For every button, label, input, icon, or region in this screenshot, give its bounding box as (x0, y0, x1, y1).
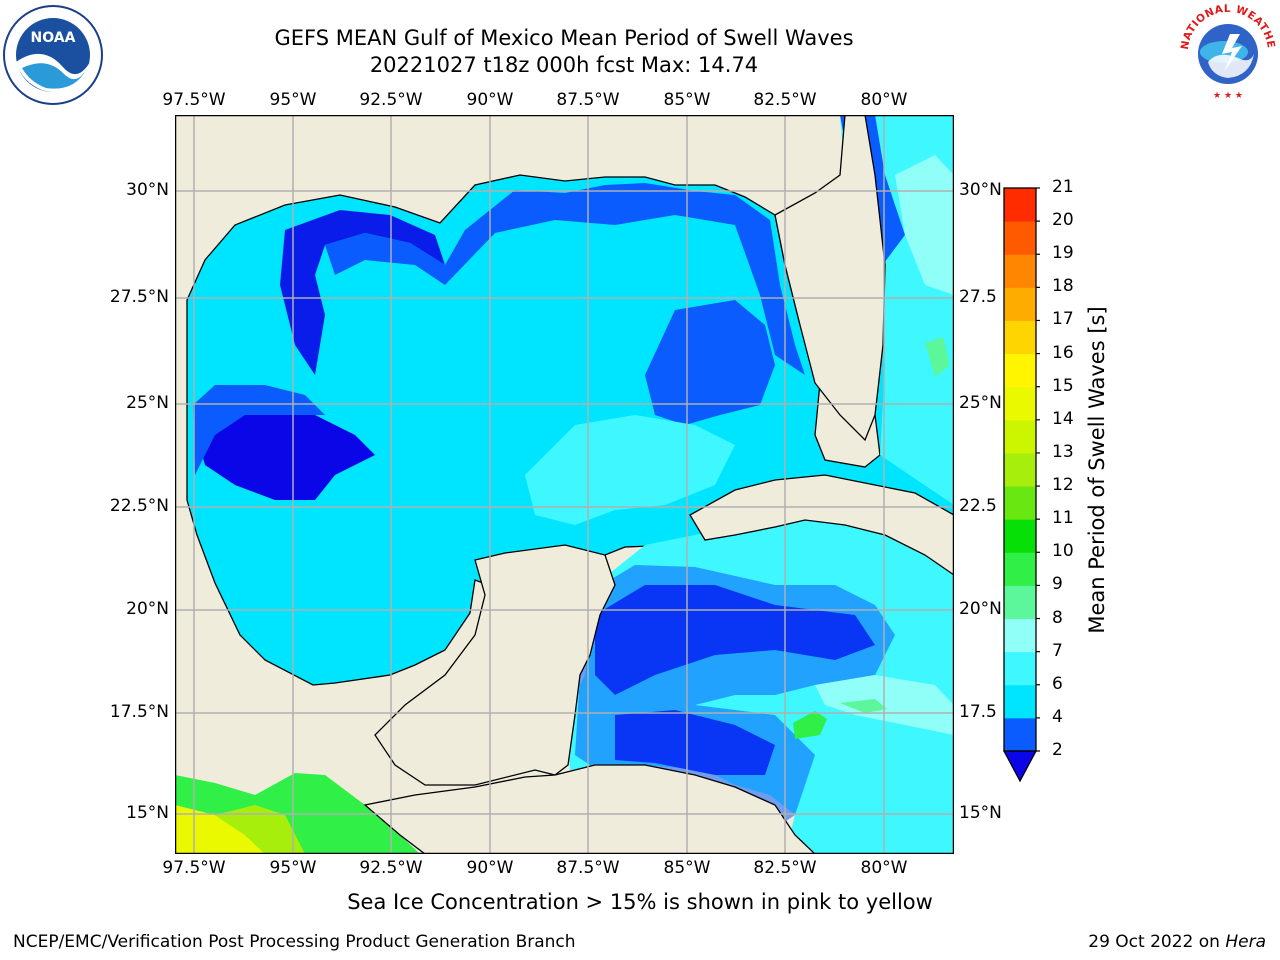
green-spot-carib (793, 711, 827, 739)
colorbar-tick-label: 10 (1052, 541, 1074, 562)
colorbar-segment (1004, 353, 1036, 388)
colorbar-segment (1004, 585, 1036, 620)
lat-label-left: 15°N (126, 803, 169, 823)
noaa-logo: NOAA (3, 5, 103, 105)
graticule (175, 115, 954, 854)
lon-label-bottom: 82.5°W (753, 858, 817, 878)
colorbar-segment (1004, 221, 1036, 255)
colorbar-tick-label: 11 (1052, 508, 1074, 529)
green-spot-carib-2 (840, 699, 887, 713)
footer-credit: NCEP/EMC/Verification Post Processing Pr… (13, 932, 576, 952)
colorbar-tick-label: 8 (1052, 607, 1063, 628)
colorbar-tick-label: 6 (1052, 673, 1063, 694)
mint-patch-atlantic (895, 155, 954, 295)
colorbar-segment (1004, 552, 1036, 586)
colorbar-segment (1004, 419, 1036, 454)
florida-land (774, 115, 886, 442)
colorbar-tick-label: 18 (1052, 276, 1074, 297)
colorbar-tick-label: 13 (1052, 441, 1074, 462)
lat-label-right: 30°N (959, 180, 1002, 200)
lat-label-left: 20°N (126, 599, 169, 619)
lon-label-bottom: 87.5°W (556, 858, 620, 878)
colorbar-tick-label: 15 (1052, 375, 1074, 396)
colorbar-frame (1003, 187, 1037, 752)
lat-label-right: 20°N (959, 599, 1002, 619)
chart-subtitle: 20221027 t18z 000h fcst Max: 14.74 (369, 53, 759, 77)
colorbar-tick-label: 2 (1052, 740, 1063, 760)
lon-label-top: 92.5°W (359, 90, 423, 110)
lon-label-top: 87.5°W (556, 90, 620, 110)
colorbar-segment (1004, 320, 1036, 355)
colorbar-tick-label: 16 (1052, 342, 1074, 363)
lon-label-top: 80°W (860, 90, 908, 110)
colorbar-segment (1004, 717, 1036, 752)
footer-date-text: 29 Oct 2022 on (1088, 932, 1226, 952)
lat-label-right: 25°N (959, 393, 1002, 413)
light-cyan-south (525, 415, 735, 525)
colorbar-segment (1004, 618, 1036, 653)
footer-date: 29 Oct 2022 on Hera (1088, 932, 1266, 952)
colorbar-tick-label: 4 (1052, 706, 1063, 727)
dark-band-west (195, 405, 375, 500)
lat-label-right: 27.5 (959, 287, 997, 307)
lon-label-top: 95°W (269, 90, 317, 110)
lat-label-left: 17.5°N (109, 702, 169, 722)
footer-host: Hera (1225, 932, 1266, 952)
green-spot-atlantic (925, 337, 950, 377)
map-frame (175, 115, 954, 854)
lat-label-right: 15°N (959, 803, 1002, 823)
colorbar-label: Mean Period of Swell Waves [s] (1085, 306, 1109, 634)
colorbar (1002, 187, 1040, 783)
colorbar-tick-label: 21 (1052, 177, 1074, 197)
colorbar-segment (1004, 519, 1036, 553)
colorbar-tick-label: 14 (1052, 408, 1074, 429)
lon-label-top: 85°W (663, 90, 711, 110)
lat-label-left: 27.5°N (109, 287, 169, 307)
lon-label-bottom: 92.5°W (359, 858, 423, 878)
colorbar-segment (1004, 287, 1036, 321)
pacific-lime (215, 805, 305, 854)
gulf-map (175, 115, 954, 854)
svg-text:NOAA: NOAA (31, 30, 76, 46)
colorbar-tick-label: 20 (1052, 210, 1074, 231)
colorbar-segment (1004, 188, 1036, 222)
colorbar-tick-label: 17 (1052, 309, 1074, 330)
lon-label-top: 90°W (466, 90, 514, 110)
lon-label-top: 97.5°W (162, 90, 226, 110)
colorbar-segment (1004, 684, 1036, 719)
colorbar-tick-label: 19 (1052, 243, 1074, 264)
lon-label-bottom: 80°W (860, 858, 908, 878)
chart-title: GEFS MEAN Gulf of Mexico Mean Period of … (274, 26, 854, 50)
central-america-land (363, 764, 816, 854)
colorbar-under-arrow (1002, 750, 1038, 783)
lat-label-right: 22.5 (959, 496, 997, 516)
lon-label-bottom: 85°W (663, 858, 711, 878)
lon-label-bottom: 95°W (269, 858, 317, 878)
colorbar-segment (1004, 254, 1036, 288)
lon-label-bottom: 90°W (466, 858, 514, 878)
colorbar-tick-label: 7 (1052, 640, 1063, 661)
svg-text:★ ★ ★: ★ ★ ★ (1213, 91, 1243, 101)
blue-band-west (193, 385, 325, 475)
colorbar-tick-label: 12 (1052, 475, 1074, 496)
sea-ice-note: Sea Ice Concentration > 15% is shown in … (347, 890, 933, 914)
pacific-yellow (175, 805, 265, 854)
lon-label-top: 82.5°W (753, 90, 817, 110)
colorbar-segment (1004, 486, 1036, 520)
blue-patch-central (645, 300, 775, 425)
lat-label-left: 30°N (126, 180, 169, 200)
lon-label-bottom: 97.5°W (162, 858, 226, 878)
dark-band-north (280, 210, 445, 375)
lat-label-left: 25°N (126, 393, 169, 413)
colorbar-segment (1004, 651, 1036, 686)
lat-label-right: 17.5 (959, 702, 997, 722)
colorbar-segment (1004, 452, 1036, 487)
cuba-land (689, 474, 954, 576)
colorbar-tick-label: 9 (1052, 574, 1063, 595)
lat-label-left: 22.5°N (109, 496, 169, 516)
nws-logo: NATIONAL WEATHER SERVICE ★ ★ ★ (1178, 2, 1276, 101)
colorbar-segment (1004, 386, 1036, 421)
